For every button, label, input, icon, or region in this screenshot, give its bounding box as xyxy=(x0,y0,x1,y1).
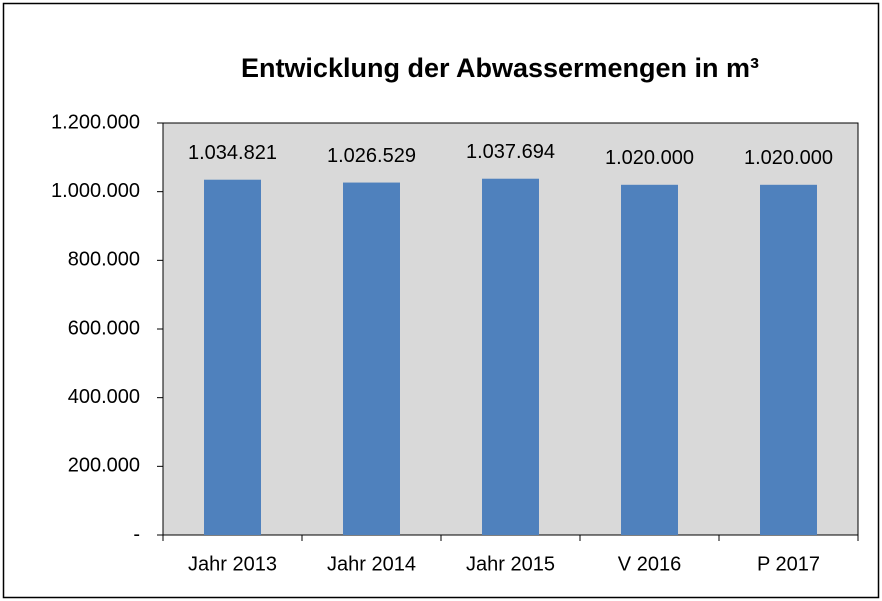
bar xyxy=(204,179,261,535)
data-label: 1.037.694 xyxy=(466,141,555,163)
x-tick-label: Jahr 2014 xyxy=(327,553,416,575)
y-tick-label: 400.000 xyxy=(68,386,140,408)
y-tick-label: 600.000 xyxy=(68,317,140,339)
data-label: 1.034.821 xyxy=(188,142,277,164)
bar xyxy=(760,184,817,536)
bar xyxy=(482,178,539,535)
y-tick-label: 200.000 xyxy=(68,455,140,477)
y-tick-label: 800.000 xyxy=(68,249,140,271)
data-label: 1.020.000 xyxy=(605,147,694,169)
x-tick-label: Jahr 2015 xyxy=(466,553,555,575)
x-tick-label: Jahr 2013 xyxy=(188,553,277,575)
x-tick-label: V 2016 xyxy=(618,553,681,575)
data-label: 1.020.000 xyxy=(744,147,833,169)
bar xyxy=(621,184,678,536)
y-tick-label: - xyxy=(133,523,140,545)
bar xyxy=(343,182,400,535)
data-label: 1.026.529 xyxy=(327,145,416,167)
x-tick-label: P 2017 xyxy=(757,553,820,575)
chart-title: Entwicklung der Abwassermengen in m³ xyxy=(241,53,759,83)
y-tick-label: 1.200.000 xyxy=(51,111,140,133)
y-tick-label: 1.000.000 xyxy=(51,180,140,202)
